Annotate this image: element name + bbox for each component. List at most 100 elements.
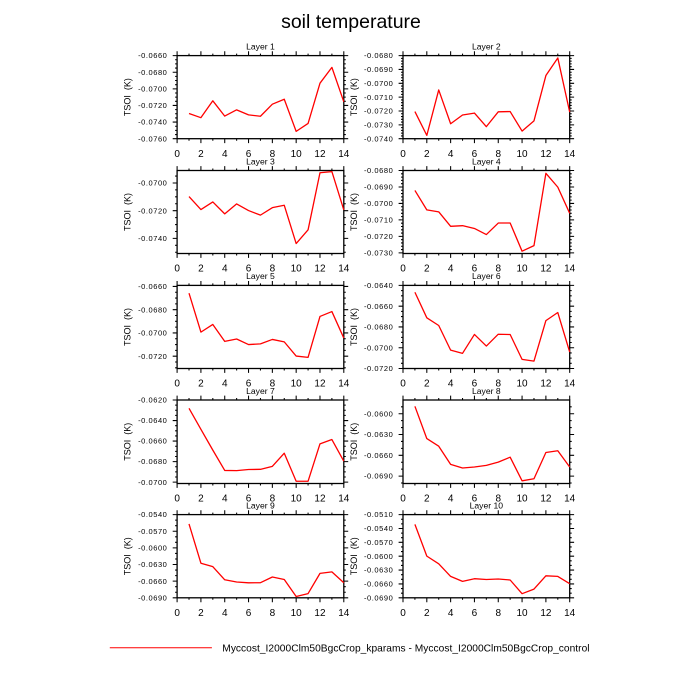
svg-text:6: 6 [472, 149, 478, 160]
svg-text:TSOI (K): TSOI (K) [349, 193, 359, 231]
svg-text:-0.0680: -0.0680 [138, 68, 167, 77]
svg-text:2: 2 [424, 608, 430, 619]
svg-text:8: 8 [270, 608, 276, 619]
svg-text:4: 4 [448, 379, 454, 390]
svg-text:10: 10 [291, 149, 303, 160]
svg-text:-0.0660: -0.0660 [138, 437, 167, 446]
svg-text:Layer 3: Layer 3 [246, 156, 275, 166]
svg-text:TSOI (K): TSOI (K) [123, 193, 133, 231]
svg-text:14: 14 [564, 494, 576, 505]
svg-text:-0.0720: -0.0720 [138, 206, 167, 215]
svg-text:10: 10 [291, 264, 303, 275]
svg-text:-0.0630: -0.0630 [364, 566, 393, 575]
svg-text:-0.0680: -0.0680 [364, 166, 393, 175]
svg-text:6: 6 [246, 149, 252, 160]
svg-text:6: 6 [246, 264, 252, 275]
svg-text:-0.0700: -0.0700 [364, 343, 393, 352]
svg-text:4: 4 [222, 264, 228, 275]
svg-text:2: 2 [198, 608, 204, 619]
svg-text:2: 2 [198, 379, 204, 390]
svg-text:-0.0700: -0.0700 [138, 478, 167, 487]
svg-text:10: 10 [517, 494, 529, 505]
svg-text:-0.0730: -0.0730 [364, 248, 393, 257]
svg-text:0: 0 [174, 379, 180, 390]
svg-text:-0.0720: -0.0720 [138, 101, 167, 110]
svg-text:Layer 7: Layer 7 [246, 386, 275, 396]
svg-text:-0.0730: -0.0730 [364, 120, 393, 129]
svg-text:TSOI (K): TSOI (K) [349, 78, 359, 116]
svg-text:12: 12 [314, 379, 326, 390]
svg-text:10: 10 [517, 149, 529, 160]
svg-text:Layer 6: Layer 6 [472, 271, 501, 281]
svg-text:8: 8 [495, 264, 501, 275]
svg-text:TSOI (K): TSOI (K) [349, 537, 359, 575]
svg-text:-0.0720: -0.0720 [138, 352, 167, 361]
svg-text:-0.0680: -0.0680 [138, 457, 167, 466]
svg-text:6: 6 [472, 264, 478, 275]
svg-text:0: 0 [174, 608, 180, 619]
svg-text:14: 14 [338, 494, 350, 505]
svg-text:Layer 2: Layer 2 [472, 41, 501, 51]
svg-text:14: 14 [338, 149, 350, 160]
svg-text:soil temperature: soil temperature [281, 11, 421, 33]
svg-text:-0.0680: -0.0680 [138, 305, 167, 314]
svg-text:-0.0540: -0.0540 [138, 510, 167, 519]
svg-text:10: 10 [291, 379, 303, 390]
svg-text:-0.0660: -0.0660 [138, 282, 167, 291]
svg-text:4: 4 [448, 264, 454, 275]
svg-text:8: 8 [495, 494, 501, 505]
svg-text:TSOI (K): TSOI (K) [349, 308, 359, 346]
svg-text:-0.0680: -0.0680 [364, 323, 393, 332]
svg-text:8: 8 [270, 149, 276, 160]
svg-text:4: 4 [448, 608, 454, 619]
svg-text:0: 0 [400, 264, 406, 275]
svg-text:-0.0740: -0.0740 [138, 234, 167, 243]
svg-text:6: 6 [472, 494, 478, 505]
svg-text:10: 10 [291, 494, 303, 505]
svg-text:-0.0600: -0.0600 [138, 543, 167, 552]
svg-text:-0.0640: -0.0640 [364, 281, 393, 290]
svg-text:2: 2 [198, 494, 204, 505]
svg-text:TSOI (K): TSOI (K) [123, 78, 133, 116]
svg-text:TSOI (K): TSOI (K) [123, 423, 133, 461]
svg-text:12: 12 [540, 379, 552, 390]
svg-text:6: 6 [246, 608, 252, 619]
svg-text:8: 8 [495, 149, 501, 160]
svg-text:Layer 8: Layer 8 [472, 386, 501, 396]
svg-text:-0.0690: -0.0690 [364, 65, 393, 74]
svg-text:-0.0690: -0.0690 [138, 593, 167, 602]
svg-text:12: 12 [540, 494, 552, 505]
svg-text:10: 10 [517, 379, 529, 390]
svg-text:-0.0660: -0.0660 [138, 577, 167, 586]
svg-text:2: 2 [424, 149, 430, 160]
svg-text:4: 4 [448, 494, 454, 505]
svg-text:-0.0570: -0.0570 [364, 538, 393, 547]
svg-text:12: 12 [540, 608, 552, 619]
svg-text:-0.0740: -0.0740 [364, 134, 393, 143]
svg-text:-0.0700: -0.0700 [364, 199, 393, 208]
svg-text:0: 0 [400, 379, 406, 390]
svg-text:14: 14 [564, 264, 576, 275]
svg-text:12: 12 [314, 494, 326, 505]
svg-text:-0.0630: -0.0630 [138, 560, 167, 569]
svg-text:0: 0 [174, 264, 180, 275]
svg-text:4: 4 [222, 149, 228, 160]
svg-text:10: 10 [517, 264, 529, 275]
svg-text:Layer 1: Layer 1 [246, 41, 275, 51]
svg-text:10: 10 [291, 608, 303, 619]
svg-text:-0.0540: -0.0540 [364, 524, 393, 533]
svg-text:TSOI (K): TSOI (K) [349, 423, 359, 461]
svg-text:-0.0690: -0.0690 [364, 183, 393, 192]
svg-text:-0.0600: -0.0600 [364, 552, 393, 561]
svg-text:14: 14 [564, 608, 576, 619]
svg-text:-0.0760: -0.0760 [138, 134, 167, 143]
svg-text:14: 14 [338, 379, 350, 390]
svg-text:4: 4 [222, 608, 228, 619]
svg-text:2: 2 [198, 264, 204, 275]
svg-text:10: 10 [517, 608, 529, 619]
svg-text:8: 8 [495, 608, 501, 619]
svg-text:-0.0740: -0.0740 [138, 118, 167, 127]
svg-text:0: 0 [400, 494, 406, 505]
svg-text:-0.0680: -0.0680 [364, 51, 393, 60]
svg-text:-0.0620: -0.0620 [138, 396, 167, 405]
